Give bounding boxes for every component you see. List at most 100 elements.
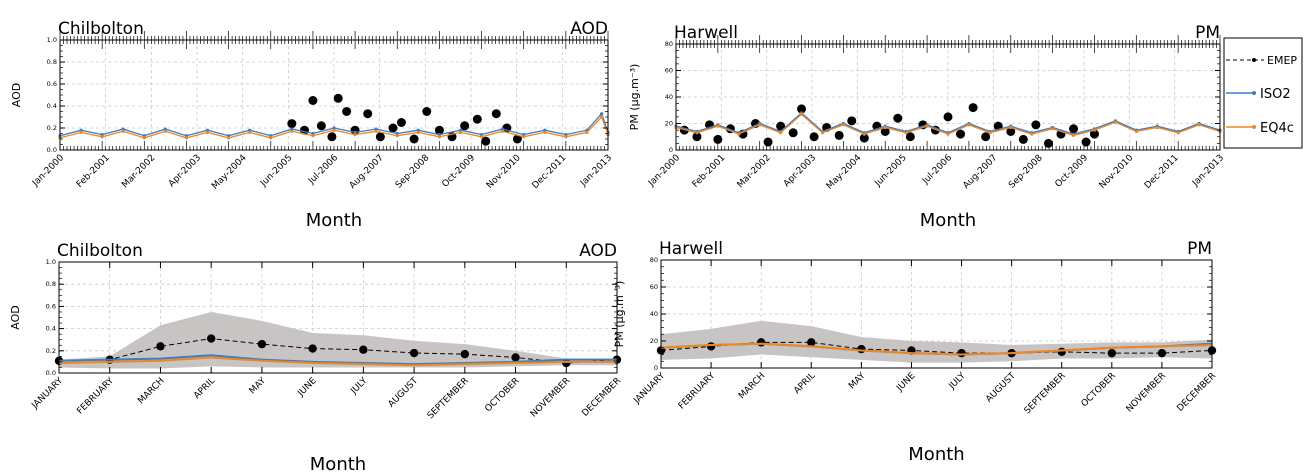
variable-title: PM <box>1187 239 1212 259</box>
x-tick-label: Jan-2000 <box>646 153 682 189</box>
y-tick-label: 0 <box>654 364 658 372</box>
x-axis-title: Month <box>920 210 976 231</box>
data-point-emep <box>809 132 819 142</box>
data-point-iso2 <box>142 134 146 138</box>
x-axis-title: Month <box>310 454 366 472</box>
data-point-emep <box>156 342 165 351</box>
data-point-eq4c <box>543 130 547 134</box>
data-point-emep <box>1043 138 1053 148</box>
data-point-iso2 <box>332 126 336 130</box>
data-point-eq4c <box>395 134 399 138</box>
data-point-eq4c <box>501 129 505 133</box>
data-point-eq4c <box>1030 132 1034 136</box>
x-tick-label: May-2004 <box>825 153 864 192</box>
data-point-iso2 <box>248 128 252 132</box>
data-point-eq4c <box>695 131 699 135</box>
site-title: Harwell <box>674 23 738 43</box>
data-point-eq4c <box>121 129 125 133</box>
data-point-emep <box>327 132 337 142</box>
legend-marker-eq4c <box>1252 125 1256 129</box>
x-tick-label: Sep-2008 <box>394 153 432 191</box>
data-point-emep <box>308 344 317 353</box>
data-point-eq4c <box>374 129 378 133</box>
variable-title: AOD <box>570 19 608 39</box>
data-point-emep <box>316 121 326 131</box>
data-point-eq4c <box>1113 120 1117 124</box>
y-tick-label: 60 <box>650 283 658 291</box>
data-point-iso2 <box>501 127 505 131</box>
series-eq4c <box>674 112 1222 138</box>
variable-title: AOD <box>579 241 617 261</box>
data-point-eq4c <box>1009 125 1013 130</box>
legend-label-iso2: ISO2 <box>1260 87 1291 102</box>
data-point-eq4c <box>883 125 887 130</box>
x-tick-label: MAY <box>248 376 269 397</box>
legend-label-eq4c: EQ4c <box>1260 121 1294 136</box>
legend-marker-iso2 <box>1252 91 1256 95</box>
data-point-iso2 <box>522 133 526 137</box>
site-title: Harwell <box>659 239 723 259</box>
data-point-emep <box>409 348 419 358</box>
x-tick-label: SEPTEMBER <box>426 376 471 421</box>
data-point-eq4c <box>290 129 294 133</box>
data-point-emep <box>434 125 444 135</box>
x-tick-label: MARCH <box>737 371 767 401</box>
x-tick-label: Jun-2005 <box>258 153 294 189</box>
x-tick-label: AUGUST <box>387 376 421 410</box>
data-point-eq4c <box>799 112 804 116</box>
x-tick-label: JANUARY <box>30 376 66 412</box>
data-point-emep <box>943 112 953 122</box>
data-point-eq4c <box>142 136 146 140</box>
y-tick-label: 60 <box>665 67 673 75</box>
x-tick-label: OCTOBER <box>483 376 521 414</box>
x-tick-label: Apr-2003 <box>167 153 203 189</box>
data-point-emep <box>511 353 520 362</box>
data-point-eq4c <box>1092 128 1097 132</box>
y-tick-label: 0.4 <box>47 102 57 110</box>
data-point-emep <box>692 132 702 142</box>
x-tick-label: Oct-2009 <box>441 153 478 190</box>
x-tick-label: JUNE <box>296 376 319 399</box>
series-line-iso2 <box>59 112 609 137</box>
x-tick-label: SEPTEMBER <box>1023 371 1068 416</box>
y-tick-label: 0.8 <box>47 58 57 66</box>
data-point-emep <box>1107 348 1117 358</box>
data-point-eq4c <box>1051 127 1055 131</box>
data-point-emep <box>359 345 368 354</box>
data-point-emep <box>460 349 470 359</box>
data-point-emep <box>957 348 966 358</box>
x-tick-label: Feb-2001 <box>691 153 728 190</box>
x-tick-label: Jan-2013 <box>1190 153 1226 189</box>
data-point-emep <box>1031 120 1041 130</box>
y-tick-label: 80 <box>665 40 673 48</box>
data-point-emep <box>1006 126 1016 136</box>
legend-label-emep: EMEP <box>1267 54 1297 67</box>
data-point-iso2 <box>353 130 357 134</box>
x-tick-label: Feb-2001 <box>75 153 112 190</box>
data-point-iso2 <box>416 128 420 132</box>
y-tick-label: 0.8 <box>46 280 56 288</box>
x-tick-label: JUNE <box>894 371 917 394</box>
x-tick-label: FEBRUARY <box>677 371 718 412</box>
x-tick-label: Mar-2002 <box>120 153 157 190</box>
data-point-eq4c <box>841 123 845 127</box>
data-point-eq4c <box>585 130 589 134</box>
data-point-eq4c <box>522 135 526 139</box>
data-point-emep <box>776 121 786 131</box>
y-tick-label: 0 <box>669 146 673 154</box>
panel-p4-harwell-pm: 0 20 40 60 80 JANUARY FEBRUARY MARCH APRIL MAY JUN… <box>613 239 1218 465</box>
series-line-iso2 <box>58 354 617 366</box>
x-tick-label: Apr-2003 <box>782 153 818 189</box>
data-point-emep <box>481 136 491 146</box>
y-tick-label: 0.2 <box>46 347 56 355</box>
data-point-emep <box>763 137 773 147</box>
data-point-emep <box>880 126 890 136</box>
data-point-emep <box>1057 347 1066 356</box>
x-tick-label: MARCH <box>136 376 166 406</box>
data-point-eq4c <box>227 136 231 140</box>
data-point-emep <box>981 132 991 142</box>
x-tick-label: Nov-2010 <box>485 153 523 191</box>
data-point-eq4c <box>904 131 908 135</box>
y-tick-label: 0.6 <box>46 302 56 310</box>
data-point-eq4c <box>862 132 866 136</box>
